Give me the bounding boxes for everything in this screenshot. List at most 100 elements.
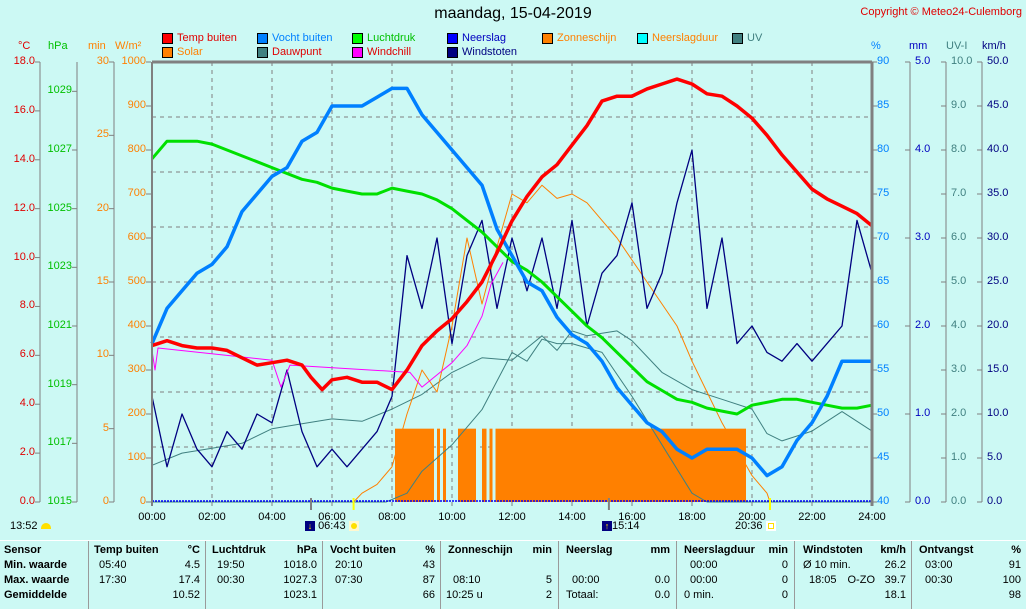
axis-unit-rain: mm bbox=[909, 40, 928, 52]
tick-label-wind: 45.0 bbox=[987, 99, 1009, 111]
x-tick-label: 00:00 bbox=[138, 511, 166, 523]
tick-label-solar: 0 bbox=[139, 495, 146, 507]
tick-label-wind: 50.0 bbox=[987, 55, 1009, 67]
stats-cell: 5 bbox=[545, 574, 552, 586]
stats-cell: 00:30 bbox=[217, 574, 245, 586]
tick-label-humidity: 65 bbox=[877, 275, 890, 287]
tick-label-uv: 7.0 bbox=[951, 187, 967, 199]
tick-label-temp: 6.0 bbox=[19, 348, 35, 361]
stats-cell: min bbox=[768, 544, 788, 556]
stats-cell: 00:00 bbox=[690, 559, 718, 571]
tick-label-wind: 10.0 bbox=[987, 407, 1009, 419]
tick-label-humidity: 85 bbox=[877, 99, 890, 111]
legend-item: Neerslagduur bbox=[637, 32, 718, 44]
stats-cell: Max. waarde bbox=[4, 574, 70, 586]
col-divider bbox=[911, 541, 912, 609]
x-tick-label: 12:00 bbox=[498, 511, 526, 523]
sunshine-bar bbox=[482, 428, 487, 502]
legend-item: UV bbox=[732, 32, 762, 44]
stats-cell: 2 bbox=[545, 589, 552, 601]
stats-cell: Windstoten bbox=[803, 544, 863, 556]
tick-label-uv: 6.0 bbox=[951, 231, 967, 243]
x-tick-label: 10:00 bbox=[438, 511, 466, 523]
legend-item: Zonneschijn bbox=[542, 32, 616, 44]
stats-cell: 87 bbox=[422, 574, 435, 586]
tick-label-temp: 12.0 bbox=[13, 201, 35, 214]
legend-label: Solar bbox=[177, 46, 203, 58]
page-title: maandag, 15-04-2019 bbox=[434, 5, 592, 22]
tick-label-pressure: 1029 bbox=[47, 84, 72, 97]
legend-item: Luchtdruk bbox=[352, 32, 415, 44]
stats-cell: 05:40 bbox=[99, 559, 127, 571]
tick-label-rain: 3.0 bbox=[915, 231, 931, 243]
sunshine-bar bbox=[458, 428, 476, 502]
stats-cell: 19:50 bbox=[217, 559, 245, 571]
moonset-time: 13:52 bbox=[10, 520, 51, 532]
tick-label-humidity: 70 bbox=[877, 231, 890, 243]
moonrise-time: ↑ 15:14 bbox=[602, 520, 640, 532]
stats-cell: min bbox=[532, 544, 552, 556]
tick-label-uv: 8.0 bbox=[951, 143, 967, 155]
tick-label-humidity: 90 bbox=[877, 55, 890, 67]
tick-label-wind: 30.0 bbox=[987, 231, 1009, 243]
legend-swatch bbox=[732, 32, 743, 44]
stats-cell: 00:30 bbox=[925, 574, 953, 586]
x-tick-label: 20:00 bbox=[738, 511, 766, 523]
tick-label-humidity: 55 bbox=[877, 363, 890, 375]
tick-label-pressure: 1023 bbox=[47, 260, 72, 273]
stats-cell: Gemiddelde bbox=[4, 589, 67, 601]
tick-label-sunmin: 10 bbox=[96, 348, 109, 361]
stats-table: Sensor Temp buiten °C Luchtdruk hPa Vocht bui… bbox=[0, 540, 1026, 609]
tick-label-pressure: 1017 bbox=[47, 436, 72, 449]
stats-cell: 0 bbox=[781, 559, 788, 571]
legend-label: Temp buiten bbox=[177, 32, 237, 44]
stats-cell: Temp buiten bbox=[94, 544, 159, 556]
sunset-icon bbox=[765, 521, 776, 532]
stats-cell: 91 bbox=[1008, 559, 1021, 571]
col-divider bbox=[322, 541, 323, 609]
x-tick-label: 04:00 bbox=[258, 511, 286, 523]
legend-label: Vocht buiten bbox=[272, 32, 333, 44]
series-line-temp-buiten bbox=[151, 77, 874, 392]
tick-label-uv: 5.0 bbox=[951, 275, 967, 287]
stats-cell: 100 bbox=[1002, 574, 1021, 586]
stats-cell: 10:25 u bbox=[446, 589, 483, 601]
tick-label-wind: 15.0 bbox=[987, 363, 1009, 375]
stats-cell: 20:10 bbox=[335, 559, 363, 571]
tick-label-solar: 700 bbox=[127, 187, 146, 199]
axis-unit-pressure: hPa bbox=[48, 40, 68, 52]
series-line-solar bbox=[353, 184, 771, 503]
axis-unit-sunmin: min bbox=[88, 40, 106, 52]
sunshine-bar bbox=[495, 428, 746, 502]
legend-item: Neerslag bbox=[447, 32, 506, 44]
tick-label-uv: 3.0 bbox=[951, 363, 967, 375]
legend-label: UV bbox=[747, 32, 763, 44]
tick-label-solar: 500 bbox=[127, 275, 146, 287]
sunset-label: 20:36 bbox=[735, 520, 763, 532]
legend-item: Solar bbox=[162, 46, 203, 58]
stats-cell: 98 bbox=[1008, 589, 1021, 601]
stats-cell: Luchtdruk bbox=[212, 544, 266, 556]
stats-cell: 66 bbox=[422, 589, 435, 601]
stats-cell: 0.0 bbox=[654, 574, 670, 586]
legend-swatch bbox=[162, 32, 173, 44]
sunrise-time: ↓ 06:43 bbox=[305, 520, 359, 532]
tick-label-sunmin: 0 bbox=[102, 495, 109, 507]
series-line-windstoten bbox=[151, 149, 873, 468]
stats-cell: 10.52 bbox=[172, 589, 200, 601]
legend-label: Windchill bbox=[367, 46, 412, 58]
tick-label-humidity: 50 bbox=[877, 407, 890, 419]
tick-label-wind: 35.0 bbox=[987, 187, 1009, 199]
stats-cell: Totaal: bbox=[566, 589, 599, 601]
axis-unit-solar: W/m² bbox=[115, 40, 142, 52]
legend-label: Zonneschijn bbox=[557, 32, 617, 44]
legend-swatch bbox=[162, 46, 173, 58]
stats-cell: 18.1 bbox=[884, 589, 906, 601]
stats-cell: % bbox=[425, 544, 435, 556]
tick-label-pressure: 1019 bbox=[47, 377, 72, 390]
stats-cell: Neerslag bbox=[566, 544, 613, 556]
stats-cell: 0 bbox=[781, 574, 788, 586]
tick-label-uv: 0.0 bbox=[951, 495, 967, 507]
tick-label-pressure: 1027 bbox=[47, 143, 72, 155]
col-divider bbox=[794, 541, 795, 609]
